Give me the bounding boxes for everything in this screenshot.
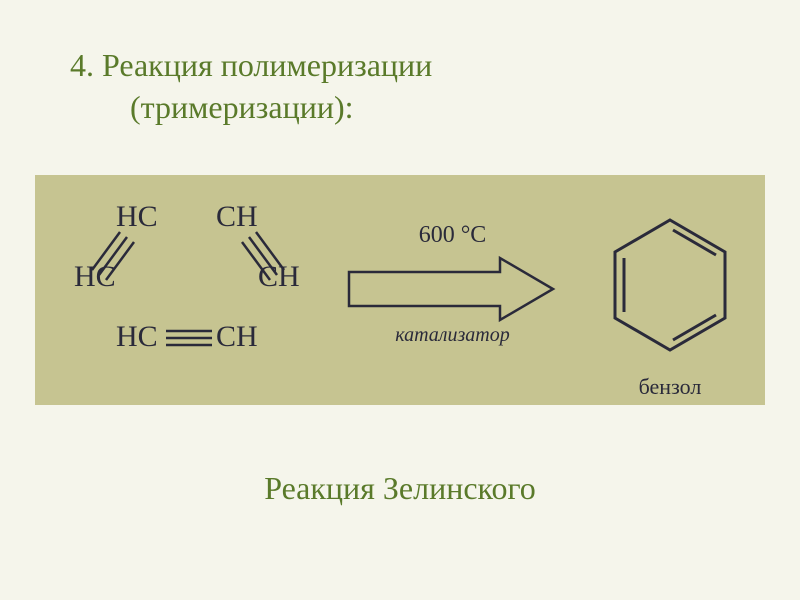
slide-title: 4. Реакция полимеризации (тримеризации): [70, 45, 432, 128]
reaction-arrow-icon [345, 254, 560, 324]
reaction-name-footer: Реакция Зелинского [0, 470, 800, 507]
reactant-bonds [80, 200, 300, 380]
catalyst-label: катализатор [345, 324, 560, 347]
product-block: бензол [600, 210, 740, 400]
reactants-block: HC CH HC CH HC CH [80, 200, 300, 380]
reaction-arrow-block: 600 °C катализатор [345, 240, 560, 360]
temperature-label: 600 °C [345, 222, 560, 249]
benzene-ring-icon [600, 210, 740, 360]
product-label: бензол [600, 374, 740, 400]
title-line-1: 4. Реакция полимеризации [70, 45, 432, 87]
title-line-2: (тримеризации): [70, 87, 432, 129]
